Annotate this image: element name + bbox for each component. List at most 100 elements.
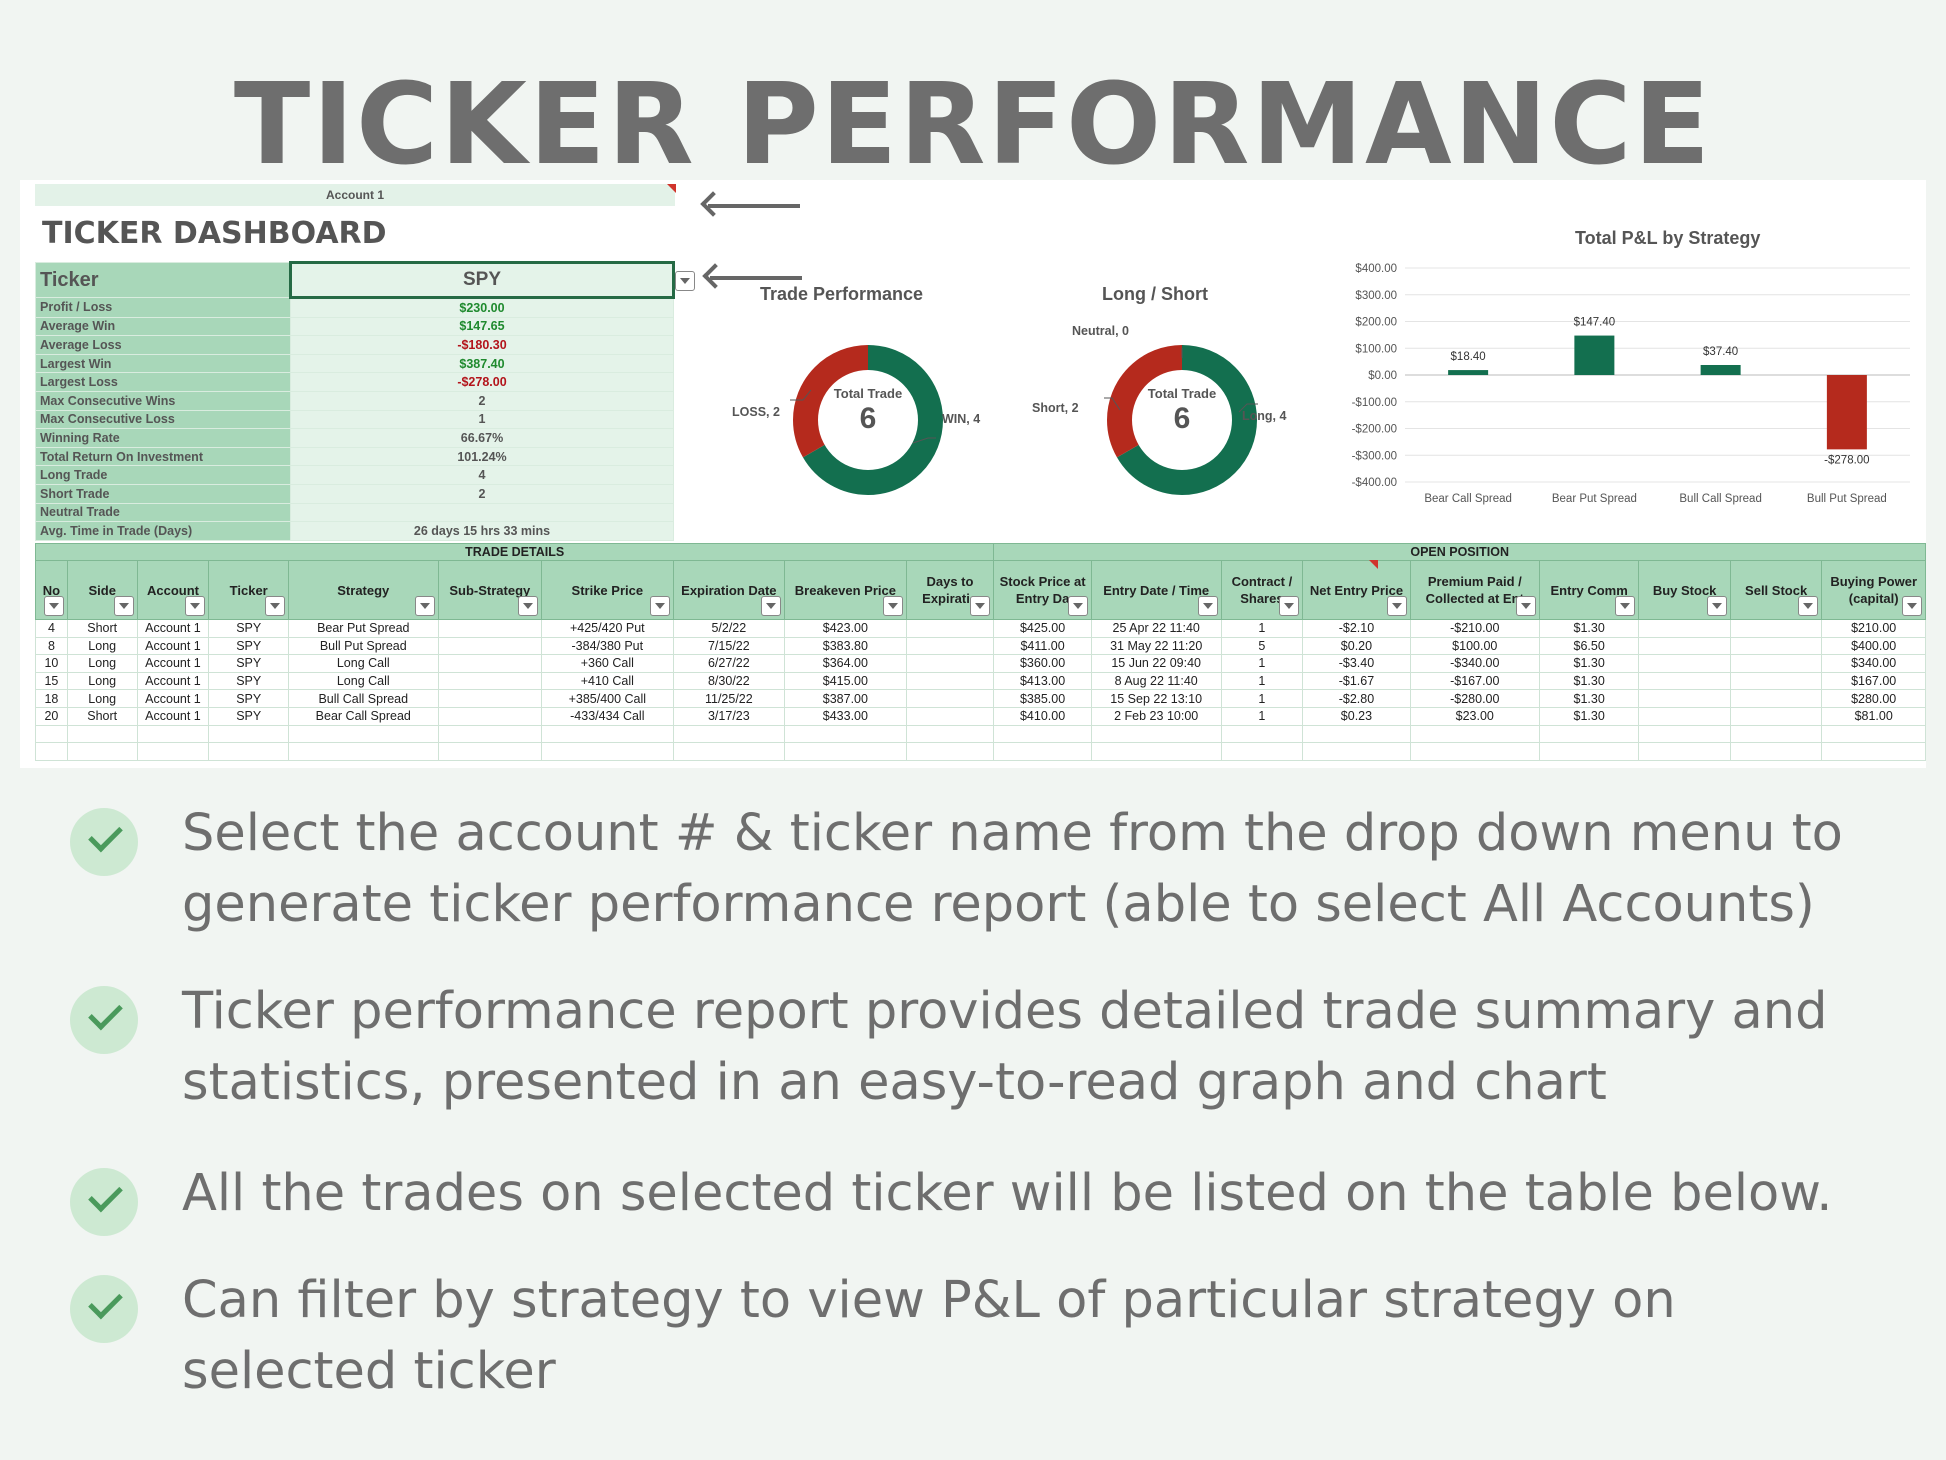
table-cell[interactable] — [437, 654, 543, 673]
table-cell[interactable] — [784, 724, 907, 744]
table-cell[interactable]: Account 1 — [136, 654, 210, 673]
table-cell[interactable] — [1409, 724, 1540, 744]
table-cell[interactable] — [905, 742, 995, 761]
table-cell[interactable]: $433.00 — [784, 706, 907, 726]
column-header[interactable]: Stock Price at Entry Da — [993, 560, 1092, 620]
column-header[interactable]: Account — [136, 560, 210, 620]
table-cell[interactable]: Short — [66, 619, 138, 638]
ticker-dropdown-icon[interactable] — [675, 271, 695, 291]
table-cell[interactable]: SPY — [208, 689, 290, 708]
table-cell[interactable] — [1302, 724, 1411, 744]
table-cell[interactable] — [1729, 742, 1823, 761]
column-header[interactable]: Buy Stock — [1638, 560, 1731, 620]
column-header[interactable]: Days to Expiratio — [905, 560, 995, 620]
table-cell[interactable] — [1821, 742, 1926, 761]
table-cell[interactable]: -$210.00 — [1409, 619, 1540, 638]
table-cell[interactable] — [541, 742, 674, 761]
table-cell[interactable]: $413.00 — [993, 671, 1092, 691]
table-cell[interactable]: $1.30 — [1538, 619, 1640, 638]
table-cell[interactable]: Account 1 — [136, 706, 210, 726]
table-cell[interactable] — [1729, 706, 1823, 726]
filter-dropdown-icon[interactable] — [518, 596, 539, 616]
table-cell[interactable]: Bear Call Spread — [288, 706, 439, 726]
table-cell[interactable]: $385.00 — [993, 689, 1092, 708]
table-cell[interactable]: 5 — [1220, 636, 1304, 656]
table-cell[interactable] — [1638, 654, 1731, 673]
column-header[interactable]: Expiration Date — [672, 560, 786, 620]
table-cell[interactable]: SPY — [208, 706, 290, 726]
table-cell[interactable]: 15 — [35, 671, 68, 691]
table-cell[interactable]: Long — [66, 654, 138, 673]
table-cell[interactable] — [1729, 671, 1823, 691]
table-cell[interactable] — [541, 724, 674, 744]
table-cell[interactable]: 18 — [35, 689, 68, 708]
table-cell[interactable]: 7/15/22 — [672, 636, 786, 656]
table-cell[interactable] — [136, 724, 210, 744]
table-cell[interactable]: $210.00 — [1821, 619, 1926, 638]
table-cell[interactable] — [784, 742, 907, 761]
table-cell[interactable] — [905, 706, 995, 726]
column-header[interactable]: Strategy — [288, 560, 439, 620]
filter-dropdown-icon[interactable] — [1067, 596, 1088, 616]
table-cell[interactable]: $387.00 — [784, 689, 907, 708]
table-cell[interactable] — [208, 742, 290, 761]
table-cell[interactable]: -$167.00 — [1409, 671, 1540, 691]
column-header[interactable]: Ticker — [208, 560, 290, 620]
table-cell[interactable] — [993, 742, 1092, 761]
column-header[interactable]: Net Entry Price — [1302, 560, 1411, 620]
table-cell[interactable]: $0.23 — [1302, 706, 1411, 726]
table-cell[interactable] — [1729, 619, 1823, 638]
filter-dropdown-icon[interactable] — [970, 596, 991, 616]
table-cell[interactable] — [1821, 724, 1926, 744]
table-cell[interactable]: +410 Call — [541, 671, 674, 691]
table-cell[interactable]: SPY — [208, 654, 290, 673]
filter-dropdown-icon[interactable] — [185, 596, 206, 616]
table-cell[interactable] — [1220, 742, 1304, 761]
table-cell[interactable]: $411.00 — [993, 636, 1092, 656]
table-cell[interactable]: $1.30 — [1538, 689, 1640, 708]
table-cell[interactable]: 20 — [35, 706, 68, 726]
table-cell[interactable]: $364.00 — [784, 654, 907, 673]
table-cell[interactable]: +425/420 Put — [541, 619, 674, 638]
table-cell[interactable]: -$3.40 — [1302, 654, 1411, 673]
table-cell[interactable]: $81.00 — [1821, 706, 1926, 726]
filter-dropdown-icon[interactable] — [1515, 596, 1536, 616]
table-cell[interactable] — [672, 742, 786, 761]
table-cell[interactable]: 10 — [35, 654, 68, 673]
column-header[interactable]: Entry Comm — [1538, 560, 1640, 620]
table-cell[interactable] — [288, 742, 439, 761]
table-cell[interactable]: 1 — [1220, 689, 1304, 708]
table-cell[interactable]: Bull Put Spread — [288, 636, 439, 656]
table-cell[interactable] — [1220, 724, 1304, 744]
table-cell[interactable]: Long — [66, 689, 138, 708]
table-cell[interactable]: 25 Apr 22 11:40 — [1090, 619, 1222, 638]
filter-dropdown-icon[interactable] — [113, 596, 134, 616]
table-cell[interactable]: 1 — [1220, 706, 1304, 726]
table-cell[interactable] — [1302, 742, 1411, 761]
table-cell[interactable] — [993, 724, 1092, 744]
table-cell[interactable] — [437, 742, 543, 761]
table-cell[interactable]: $1.30 — [1538, 706, 1640, 726]
table-cell[interactable]: $425.00 — [993, 619, 1092, 638]
table-cell[interactable] — [905, 654, 995, 673]
table-cell[interactable]: $280.00 — [1821, 689, 1926, 708]
table-cell[interactable]: -$2.10 — [1302, 619, 1411, 638]
table-cell[interactable]: +360 Call — [541, 654, 674, 673]
table-cell[interactable] — [1729, 654, 1823, 673]
table-cell[interactable] — [437, 636, 543, 656]
filter-dropdown-icon[interactable] — [882, 596, 903, 616]
filter-dropdown-icon[interactable] — [1386, 596, 1407, 616]
table-cell[interactable]: Account 1 — [136, 689, 210, 708]
table-cell[interactable] — [1638, 619, 1731, 638]
table-row[interactable] — [35, 742, 1926, 761]
table-cell[interactable] — [1638, 742, 1731, 761]
table-cell[interactable]: $360.00 — [993, 654, 1092, 673]
table-cell[interactable] — [437, 724, 543, 744]
table-cell[interactable] — [136, 742, 210, 761]
table-cell[interactable] — [288, 724, 439, 744]
table-cell[interactable]: $1.30 — [1538, 654, 1640, 673]
column-header[interactable]: Contract / Shares — [1220, 560, 1304, 620]
table-cell[interactable] — [1090, 724, 1222, 744]
filter-dropdown-icon[interactable] — [1902, 596, 1922, 616]
table-cell[interactable] — [1090, 742, 1222, 761]
